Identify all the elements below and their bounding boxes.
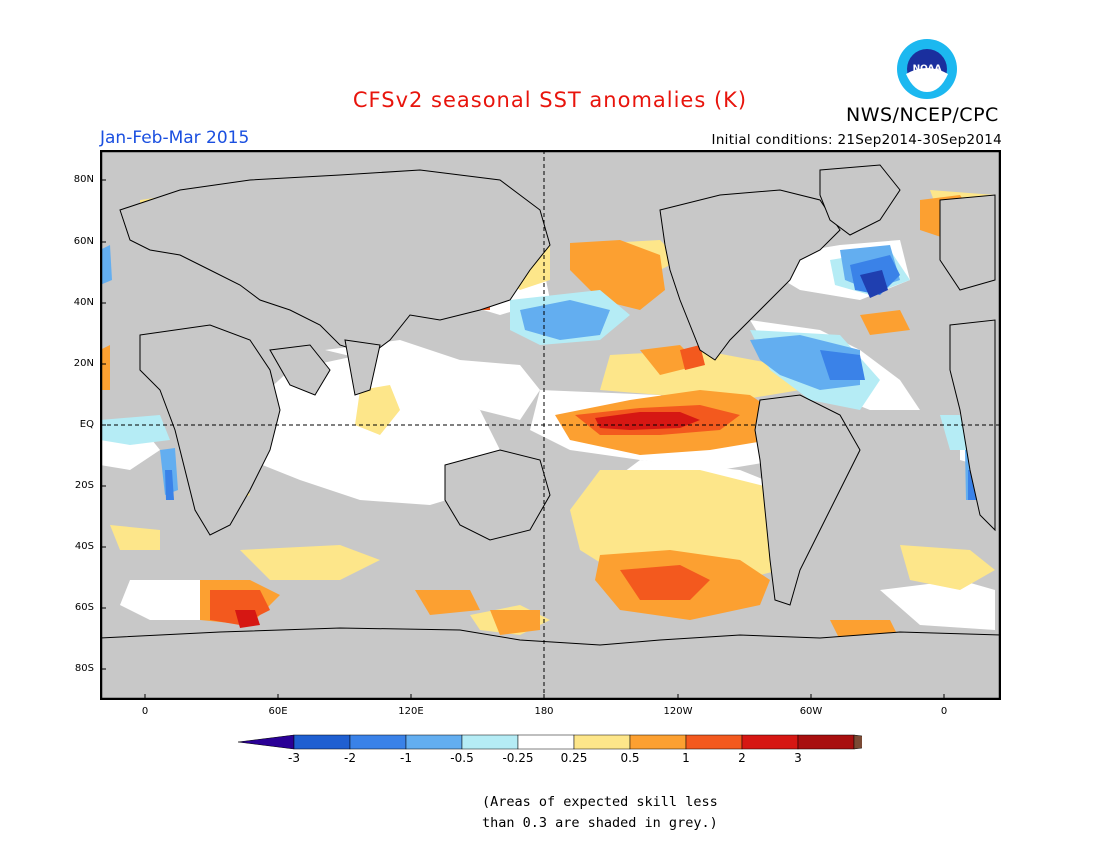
lat-label-20s: 20S	[74, 480, 94, 491]
lat-label-80s: 80S	[74, 663, 94, 674]
skill-note-line-2: than 0.3 are shaded in grey.)	[482, 815, 718, 831]
colorbar-tick-label: -0.25	[502, 751, 534, 765]
sst-anomaly-map	[100, 150, 1001, 700]
latitude-ticks	[100, 179, 106, 670]
lat-label-eq: EQ	[79, 419, 94, 430]
colorbar-segment	[629, 734, 687, 750]
colorbar-segment	[405, 734, 463, 750]
colorbar-tick-label: 2	[738, 751, 746, 765]
colorbar-segment-min	[238, 734, 295, 750]
lon-label-0-left: 0	[141, 706, 149, 717]
colorbar-segment	[797, 734, 855, 750]
colorbar	[238, 734, 862, 750]
lat-label-80n: 80N	[73, 174, 94, 185]
colorbar-segment	[741, 734, 799, 750]
forecast-period: Jan-Feb-Mar 2015	[100, 128, 250, 148]
lat-label-40n: 40N	[73, 297, 94, 308]
lat-label-20n: 20N	[73, 358, 94, 369]
colorbar-tick-label: -1	[400, 751, 412, 765]
lon-label-180: 180	[534, 706, 554, 717]
skill-note: (Areas of expected skill less than 0.3 a…	[482, 792, 718, 834]
colorbar-segment	[685, 734, 743, 750]
map-title: CFSv2 seasonal SST anomalies (K)	[352, 88, 748, 112]
lon-label-120w: 120W	[663, 706, 693, 717]
colorbar-segment	[349, 734, 407, 750]
lon-label-60w: 60W	[799, 706, 823, 717]
colorbar-segment	[573, 734, 631, 750]
colorbar-tick-label: -0.5	[450, 751, 474, 765]
noaa-logo-text: NOAA	[913, 64, 942, 74]
initial-conditions: Initial conditions: 21Sep2014-30Sep2014	[711, 132, 1002, 148]
continent-outlines	[100, 164, 1001, 700]
lat-label-60n: 60N	[73, 236, 94, 247]
colorbar-segment	[293, 734, 351, 750]
colorbar-tick-label: 0.25	[560, 751, 588, 765]
colorbar-tick-label: -3	[288, 751, 300, 765]
lat-label-40s: 40S	[74, 541, 94, 552]
very-strong-cold-anomalies	[860, 270, 888, 298]
lat-label-60s: 60S	[74, 602, 94, 613]
colorbar-segment	[461, 734, 519, 750]
colorbar-tick-label: -2	[344, 751, 356, 765]
skill-note-line-1: (Areas of expected skill less	[482, 794, 718, 810]
lon-label-0-right: 0	[940, 706, 948, 717]
noaa-logo: NOAA	[897, 39, 957, 99]
colorbar-tick-label: 1	[682, 751, 690, 765]
agency-label: NWS/NCEP/CPC	[846, 104, 999, 126]
colorbar-tick-label: 3	[794, 751, 802, 765]
longitude-ticks	[144, 694, 945, 700]
colorbar-segment	[517, 734, 575, 750]
colorbar-segments	[238, 734, 862, 750]
colorbar-tick-label: 0.5	[620, 751, 640, 765]
lon-label-120e: 120E	[398, 706, 424, 717]
colorbar-segment-max	[853, 734, 862, 750]
lon-label-60e: 60E	[268, 706, 288, 717]
